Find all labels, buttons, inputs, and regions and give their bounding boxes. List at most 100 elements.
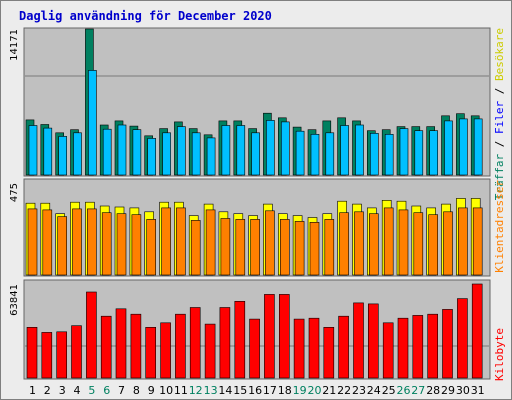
- x-tick-label-day-6: 6: [103, 384, 110, 397]
- x-tick-label-day-27: 27: [411, 384, 425, 397]
- x-tick-label-day-14: 14: [218, 384, 232, 397]
- kbytes-kilobyte-bar-day-10: [160, 322, 171, 379]
- kbytes-kilobyte-bar-day-5: [86, 291, 97, 379]
- x-tick-label-day-21: 21: [322, 384, 336, 397]
- x-tick-label-day-1: 1: [29, 384, 36, 397]
- usage-filer-bar-day-4: [73, 132, 82, 176]
- x-tick-label-day-16: 16: [248, 384, 262, 397]
- usage-filer-bar-day-1: [28, 125, 38, 176]
- usage-filer-bar-day-26: [399, 128, 409, 176]
- x-tick-label-day-31: 31: [471, 384, 485, 397]
- visitors-klientadresser-bar-day-22: [339, 212, 349, 276]
- x-tick-label-day-29: 29: [441, 384, 455, 397]
- usage-filer-bar-day-18: [280, 121, 290, 176]
- visitors-klientadresser-bar-day-29: [443, 211, 453, 276]
- x-tick-label-day-28: 28: [426, 384, 440, 397]
- usage-filer-bar-day-29: [444, 120, 453, 176]
- usage-filer-bar-day-12: [191, 132, 201, 176]
- visitors-klientadresser-bar-day-19: [294, 221, 305, 276]
- kbytes-kilobyte-bar-day-1: [26, 326, 38, 379]
- visitors-klientadresser-bar-day-3: [57, 216, 68, 276]
- usage-filer-bar-day-17: [266, 120, 275, 176]
- kbytes-kilobyte-bar-day-26: [397, 317, 409, 379]
- usage-filer-bar-day-20: [310, 134, 320, 176]
- kbytes-kilobyte-bar-day-15: [234, 300, 246, 379]
- visitors-klientadresser-bar-day-23: [354, 211, 364, 276]
- kbytes-kilobyte-bar-day-24: [367, 303, 379, 379]
- x-tick-label-day-9: 9: [148, 384, 155, 397]
- visitors-klientadresser-bar-day-8: [131, 214, 142, 276]
- x-tick-label-day-8: 8: [133, 384, 140, 397]
- usage-filer-bar-day-7: [117, 124, 127, 176]
- kbytes-kilobyte-bar-day-31: [471, 283, 483, 379]
- x-tick-label-day-4: 4: [74, 384, 81, 397]
- y-max-label-1: 14171: [9, 29, 20, 61]
- kbytes-kilobyte-bar-day-27: [412, 315, 424, 379]
- x-tick-label-day-17: 17: [263, 384, 277, 397]
- kbytes-kilobyte-bar-day-25: [382, 322, 394, 379]
- visitors-klientadresser-bar-day-14: [220, 218, 231, 276]
- visitors-klientadresser-bar-day-30: [458, 207, 468, 276]
- usage-filer-bar-day-16: [251, 132, 260, 176]
- visitors-klientadresser-bar-day-12: [190, 220, 201, 276]
- x-tick-label-day-24: 24: [367, 384, 381, 397]
- usage-filer-bar-day-30: [459, 118, 468, 176]
- kbytes-kilobyte-bar-day-12: [189, 307, 201, 379]
- kbytes-kilobyte-bar-day-7: [115, 308, 127, 379]
- kbytes-kilobyte-bar-day-20: [308, 317, 320, 379]
- visitors-klientadresser-bar-day-17: [265, 210, 275, 276]
- x-tick-label-day-7: 7: [118, 384, 125, 397]
- kbytes-kilobyte-bar-day-3: [56, 331, 68, 379]
- kbytes-kilobyte-bar-day-11: [175, 313, 186, 379]
- visitors-klientadresser-bar-day-31: [472, 207, 483, 276]
- x-tick-label-day-11: 11: [174, 384, 188, 397]
- kbytes-kilobyte-bar-day-9: [145, 326, 156, 379]
- usage-filer-bar-day-2: [43, 127, 53, 176]
- usage-filer-bar-day-25: [384, 134, 394, 176]
- x-tick-label-day-25: 25: [382, 384, 396, 397]
- kbytes-kilobyte-bar-day-23: [353, 302, 364, 379]
- visitors-klientadresser-bar-day-5: [87, 208, 97, 276]
- x-tick-label-day-5: 5: [88, 384, 95, 397]
- usage-filer-bar-day-11: [177, 126, 186, 176]
- usage-filer-bar-day-3: [58, 136, 68, 176]
- kbytes-kilobyte-bar-day-4: [71, 325, 82, 379]
- usage-filer-bar-day-10: [162, 132, 171, 176]
- kbytes-kilobyte-bar-day-29: [442, 309, 453, 379]
- visitors-klientadresser-bar-day-26: [398, 209, 409, 276]
- visitors-klientadresser-bar-day-9: [146, 219, 156, 276]
- usage-filer-bar-day-14: [221, 125, 231, 176]
- visitors-klientadresser-bar-day-27: [413, 212, 424, 276]
- visitors-klientadresser-bar-day-6: [101, 212, 112, 276]
- visitors-klientadresser-bar-day-7: [116, 213, 127, 276]
- usage-filer-bar-day-5: [88, 70, 97, 176]
- right-legend-kbytes: Kilobyte: [493, 328, 506, 381]
- x-tick-label-day-23: 23: [352, 384, 366, 397]
- kbytes-kilobyte-bar-day-28: [427, 313, 439, 379]
- x-tick-label-day-20: 20: [308, 384, 322, 397]
- kbytes-kilobyte-bar-day-6: [100, 315, 112, 379]
- usage-filer-bar-day-9: [147, 138, 156, 176]
- visitors-klientadresser-bar-day-16: [250, 219, 260, 276]
- x-tick-label-day-12: 12: [189, 384, 203, 397]
- visitors-klientadresser-bar-day-15: [235, 219, 246, 276]
- usage-filer-bar-day-31: [473, 118, 483, 176]
- y-max-label-3: 63841: [9, 284, 20, 316]
- kbytes-kilobyte-bar-day-30: [457, 298, 468, 379]
- right-legend-sites: Klientadresser: [493, 180, 506, 273]
- kbytes-kilobyte-bar-day-14: [219, 307, 231, 379]
- visitors-klientadresser-bar-day-28: [428, 214, 439, 276]
- visitors-klientadresser-bar-day-24: [368, 213, 379, 276]
- usage-filer-bar-day-6: [102, 128, 112, 176]
- kbytes-kilobyte-bar-day-19: [293, 318, 305, 379]
- visitors-klientadresser-bar-day-1: [27, 208, 38, 276]
- kbytes-kilobyte-bar-day-2: [41, 332, 53, 379]
- x-tick-label-day-30: 30: [456, 384, 470, 397]
- kbytes-kilobyte-bar-day-8: [130, 313, 142, 379]
- kbytes-kilobyte-bar-day-17: [264, 294, 275, 379]
- visitors-klientadresser-bar-day-20: [309, 222, 320, 276]
- usage-filer-bar-day-24: [369, 133, 379, 176]
- chart-title: Daglig användning för December 2020: [19, 9, 272, 23]
- kbytes-kilobyte-bar-day-13: [204, 323, 216, 379]
